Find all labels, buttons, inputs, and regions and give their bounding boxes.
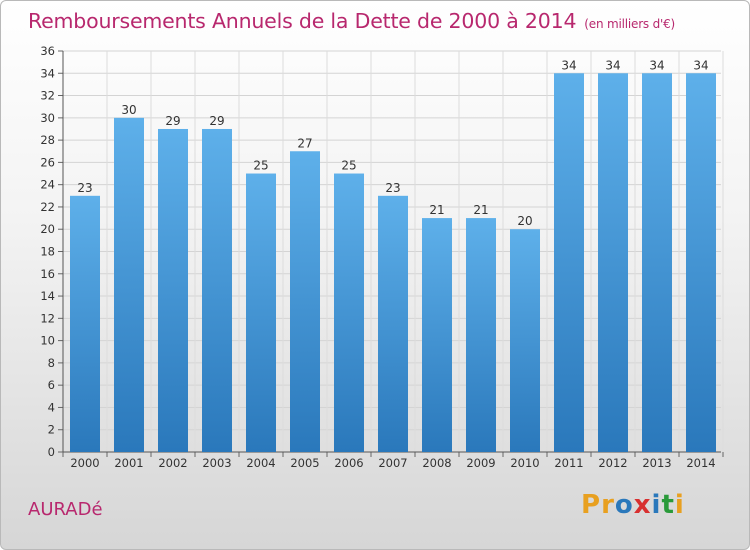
- y-tick-label: 28: [40, 133, 55, 147]
- x-tick-label-2002: 2002: [158, 456, 187, 470]
- x-tick-label-2004: 2004: [246, 456, 275, 470]
- y-tick-label: 24: [40, 178, 55, 192]
- y-tick-label: 30: [40, 111, 55, 125]
- y-tick-label: 8: [48, 356, 55, 370]
- data-label-2014: 34: [693, 58, 708, 72]
- bar-2000[interactable]: [70, 195, 100, 453]
- data-label-2012: 34: [605, 58, 620, 72]
- y-tick-label: 12: [40, 311, 55, 325]
- logo-letter: o: [614, 490, 634, 520]
- data-label-2001: 30: [121, 103, 136, 117]
- data-labels: 23 30 29 29 25 27 25 23 21 21 20 34 34 34 34: [77, 58, 708, 228]
- bar-2003[interactable]: [202, 128, 232, 452]
- data-label-2005: 27: [297, 136, 312, 150]
- logo-letter: P: [581, 490, 602, 520]
- x-tick-label-2001: 2001: [114, 456, 143, 470]
- logo-letter: t: [661, 490, 675, 520]
- data-label-2011: 34: [561, 58, 576, 72]
- y-tick-label: 4: [48, 400, 55, 414]
- x-tick-label-2011: 2011: [554, 456, 583, 470]
- y-tick-label: 0: [48, 445, 55, 459]
- data-label-2006: 25: [341, 159, 356, 173]
- y-tick-label: 10: [40, 334, 55, 348]
- x-tick-label-2006: 2006: [334, 456, 363, 470]
- logo-letter: i: [651, 490, 662, 520]
- x-tick-label-2003: 2003: [202, 456, 231, 470]
- y-tick-label: 26: [40, 155, 55, 169]
- x-tick-label-2000: 2000: [70, 456, 99, 470]
- x-tick-label-2009: 2009: [466, 456, 495, 470]
- bar-2013[interactable]: [642, 73, 672, 453]
- bar-2011[interactable]: [554, 73, 584, 453]
- data-label-2003: 29: [209, 114, 224, 128]
- data-label-2000: 23: [77, 181, 92, 195]
- logo-letter: r: [601, 490, 615, 520]
- chart-title: Remboursements Annuels de la Dette de 20…: [28, 9, 675, 33]
- x-tick-label-2008: 2008: [422, 456, 451, 470]
- data-label-2002: 29: [165, 114, 180, 128]
- y-tick-label: 16: [40, 267, 55, 281]
- chart-title-text: Remboursements Annuels de la Dette de 20…: [28, 9, 577, 33]
- y-tick-label: 18: [40, 245, 55, 259]
- place-name: AURADé: [28, 499, 103, 520]
- x-tick-labels: 2000 2001 2002 2003 2004 2005 2006 2007 2008 2009…: [70, 456, 715, 470]
- x-tick-label-2012: 2012: [598, 456, 627, 470]
- data-label-2013: 34: [649, 58, 664, 72]
- bar-2006[interactable]: [334, 173, 364, 452]
- bar-2014[interactable]: [686, 73, 716, 453]
- bar-2009[interactable]: [466, 218, 496, 452]
- proxiti-logo[interactable]: Proxiti: [581, 490, 685, 520]
- x-tick-label-2007: 2007: [378, 456, 407, 470]
- x-tick-label-2014: 2014: [686, 456, 715, 470]
- bar-2004[interactable]: [246, 173, 276, 452]
- y-tick-label: 36: [40, 44, 55, 58]
- logo-letter: i: [674, 490, 685, 520]
- y-tick-label: 34: [40, 66, 55, 80]
- bar-2001[interactable]: [114, 117, 144, 452]
- x-tick-label-2010: 2010: [510, 456, 539, 470]
- data-label-2007: 23: [385, 181, 400, 195]
- bar-2002[interactable]: [158, 128, 188, 452]
- chart-subtitle: (en milliers d'€): [584, 17, 676, 31]
- bars: [70, 73, 716, 453]
- bar-2007[interactable]: [378, 195, 408, 453]
- y-tick-label: 2: [48, 423, 55, 437]
- y-tick-label: 22: [40, 200, 55, 214]
- data-label-2004: 25: [253, 159, 268, 173]
- bar-2005[interactable]: [290, 151, 320, 452]
- y-tick-label: 20: [40, 222, 55, 236]
- data-label-2008: 21: [429, 203, 444, 217]
- bar-2012[interactable]: [598, 73, 628, 453]
- x-tick-label-2005: 2005: [290, 456, 319, 470]
- bar-2008[interactable]: [422, 218, 452, 452]
- data-label-2010: 20: [517, 214, 532, 228]
- logo-letter: x: [633, 490, 652, 520]
- data-label-2009: 21: [473, 203, 488, 217]
- y-tick-label: 6: [48, 378, 55, 392]
- y-tick-label: 14: [40, 289, 55, 303]
- y-tick-label: 32: [40, 89, 55, 103]
- x-tick-label-2013: 2013: [642, 456, 671, 470]
- bar-2010[interactable]: [510, 229, 540, 452]
